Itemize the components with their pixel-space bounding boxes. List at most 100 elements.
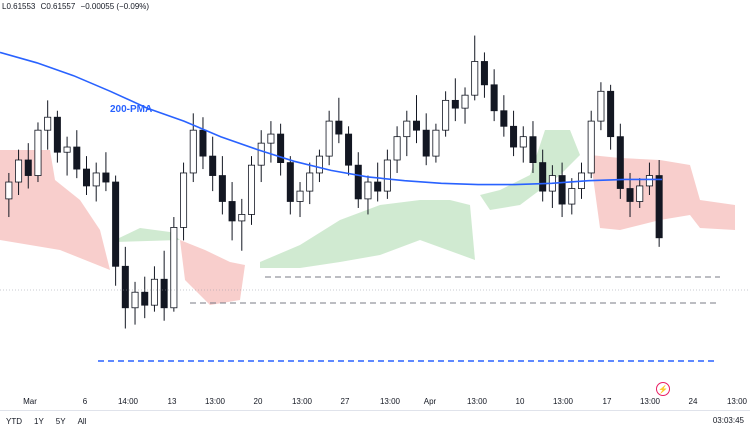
ohlc-readout: L0.61553 C0.61557 −0.00055 (−0.09%): [2, 2, 152, 11]
candle-body: [480, 61, 488, 86]
candle: [432, 123, 440, 163]
candle-body: [335, 120, 343, 135]
candle: [238, 198, 246, 251]
range-ytd-button[interactable]: YTD: [6, 416, 22, 426]
candle-body: [63, 146, 71, 153]
pma-200-line: [0, 51, 662, 186]
x-tick-label: 10: [516, 397, 525, 406]
candle-body: [374, 181, 382, 192]
candle: [422, 113, 430, 166]
candle-body: [500, 110, 508, 127]
candle: [636, 178, 644, 208]
candle-body: [490, 84, 498, 112]
candle: [315, 149, 323, 183]
candle: [102, 152, 110, 192]
candle-body: [432, 129, 440, 157]
x-axis: Mar 6 14:00 13 13:00 20 13:00 27 13:00 Apr 13:00 10…: [23, 397, 747, 406]
candle: [529, 121, 537, 173]
x-tick-label: 20: [254, 397, 263, 406]
candle-body: [15, 159, 23, 183]
candle: [412, 95, 421, 144]
candle: [209, 136, 217, 192]
candle: [53, 110, 61, 163]
candle-body: [218, 175, 226, 202]
candle-body: [92, 172, 100, 187]
candle: [490, 69, 498, 122]
candle-body: [403, 120, 411, 138]
x-tick-label: 24: [689, 397, 698, 406]
candle: [403, 110, 411, 157]
candle-body: [228, 201, 236, 222]
candle-body: [238, 214, 246, 222]
candle-body: [519, 136, 527, 148]
candle: [63, 136, 71, 176]
candle: [180, 162, 188, 241]
range-all-button[interactable]: All: [77, 416, 87, 426]
candle: [655, 160, 663, 247]
candle-body: [354, 164, 362, 200]
candle-body: [102, 172, 110, 183]
candle-body: [296, 190, 304, 202]
candle-body: [568, 188, 576, 205]
candle: [471, 35, 479, 101]
candle-body: [315, 155, 323, 174]
range-5y-button[interactable]: 5Y: [55, 416, 66, 426]
candle-body: [607, 90, 615, 138]
ichimoku-cloud: [0, 130, 735, 305]
x-tick-label: Mar: [23, 397, 37, 406]
candle: [199, 117, 207, 170]
candle: [73, 130, 81, 179]
candle-body: [112, 181, 120, 267]
candle-body: [286, 162, 294, 202]
candle-body: [44, 116, 52, 131]
candle: [587, 110, 595, 179]
candle-body: [189, 129, 197, 174]
candle: [393, 126, 401, 173]
range-1y-button[interactable]: 1Y: [34, 416, 44, 426]
candle: [92, 162, 100, 202]
candle-body: [645, 175, 653, 187]
x-tick-label: Apr: [424, 397, 437, 406]
candle-body: [616, 136, 624, 189]
x-tick-label: 13:00: [380, 397, 401, 406]
candle: [306, 162, 314, 205]
candle-body: [53, 116, 61, 153]
candle-body: [461, 94, 469, 109]
candle-body: [345, 133, 353, 166]
candle: [5, 172, 13, 218]
candle-body: [131, 291, 139, 309]
price-chart[interactable]: Mar 6 14:00 13 13:00 20 13:00 27 13:00 Apr 13:00 10…: [0, 0, 750, 410]
candle-body: [82, 168, 91, 187]
candle: [519, 126, 527, 163]
candle-body: [24, 159, 32, 176]
candle: [150, 266, 158, 312]
candle: [383, 149, 391, 199]
candle-body: [150, 278, 158, 306]
candle: [480, 52, 488, 98]
x-tick-label: 14:00: [118, 397, 139, 406]
candle-body: [471, 61, 479, 96]
candle: [442, 91, 450, 137]
pma-label: 200-PMA: [110, 104, 153, 115]
candle-body: [5, 181, 13, 200]
candle: [374, 162, 382, 202]
cloud-bear-2: [180, 240, 245, 305]
candle-body: [558, 175, 566, 205]
lightning-icon[interactable]: ⚡: [656, 382, 670, 396]
clock: 03:03:45: [712, 416, 744, 425]
candle: [558, 162, 566, 218]
candle-body: [73, 146, 81, 170]
cloud-bull-3: [480, 130, 580, 210]
candle: [257, 130, 265, 183]
candle: [354, 152, 362, 208]
candle: [82, 156, 91, 195]
x-tick-label: 13:00: [553, 397, 574, 406]
candle: [34, 122, 42, 183]
x-tick-label: 27: [341, 397, 350, 406]
candle-body: [34, 129, 42, 176]
change-value: −0.00055 (−0.09%): [80, 2, 150, 11]
candle-body: [306, 172, 314, 192]
candle: [286, 156, 294, 215]
cloud-bull-2: [260, 200, 475, 268]
candle: [228, 182, 236, 241]
